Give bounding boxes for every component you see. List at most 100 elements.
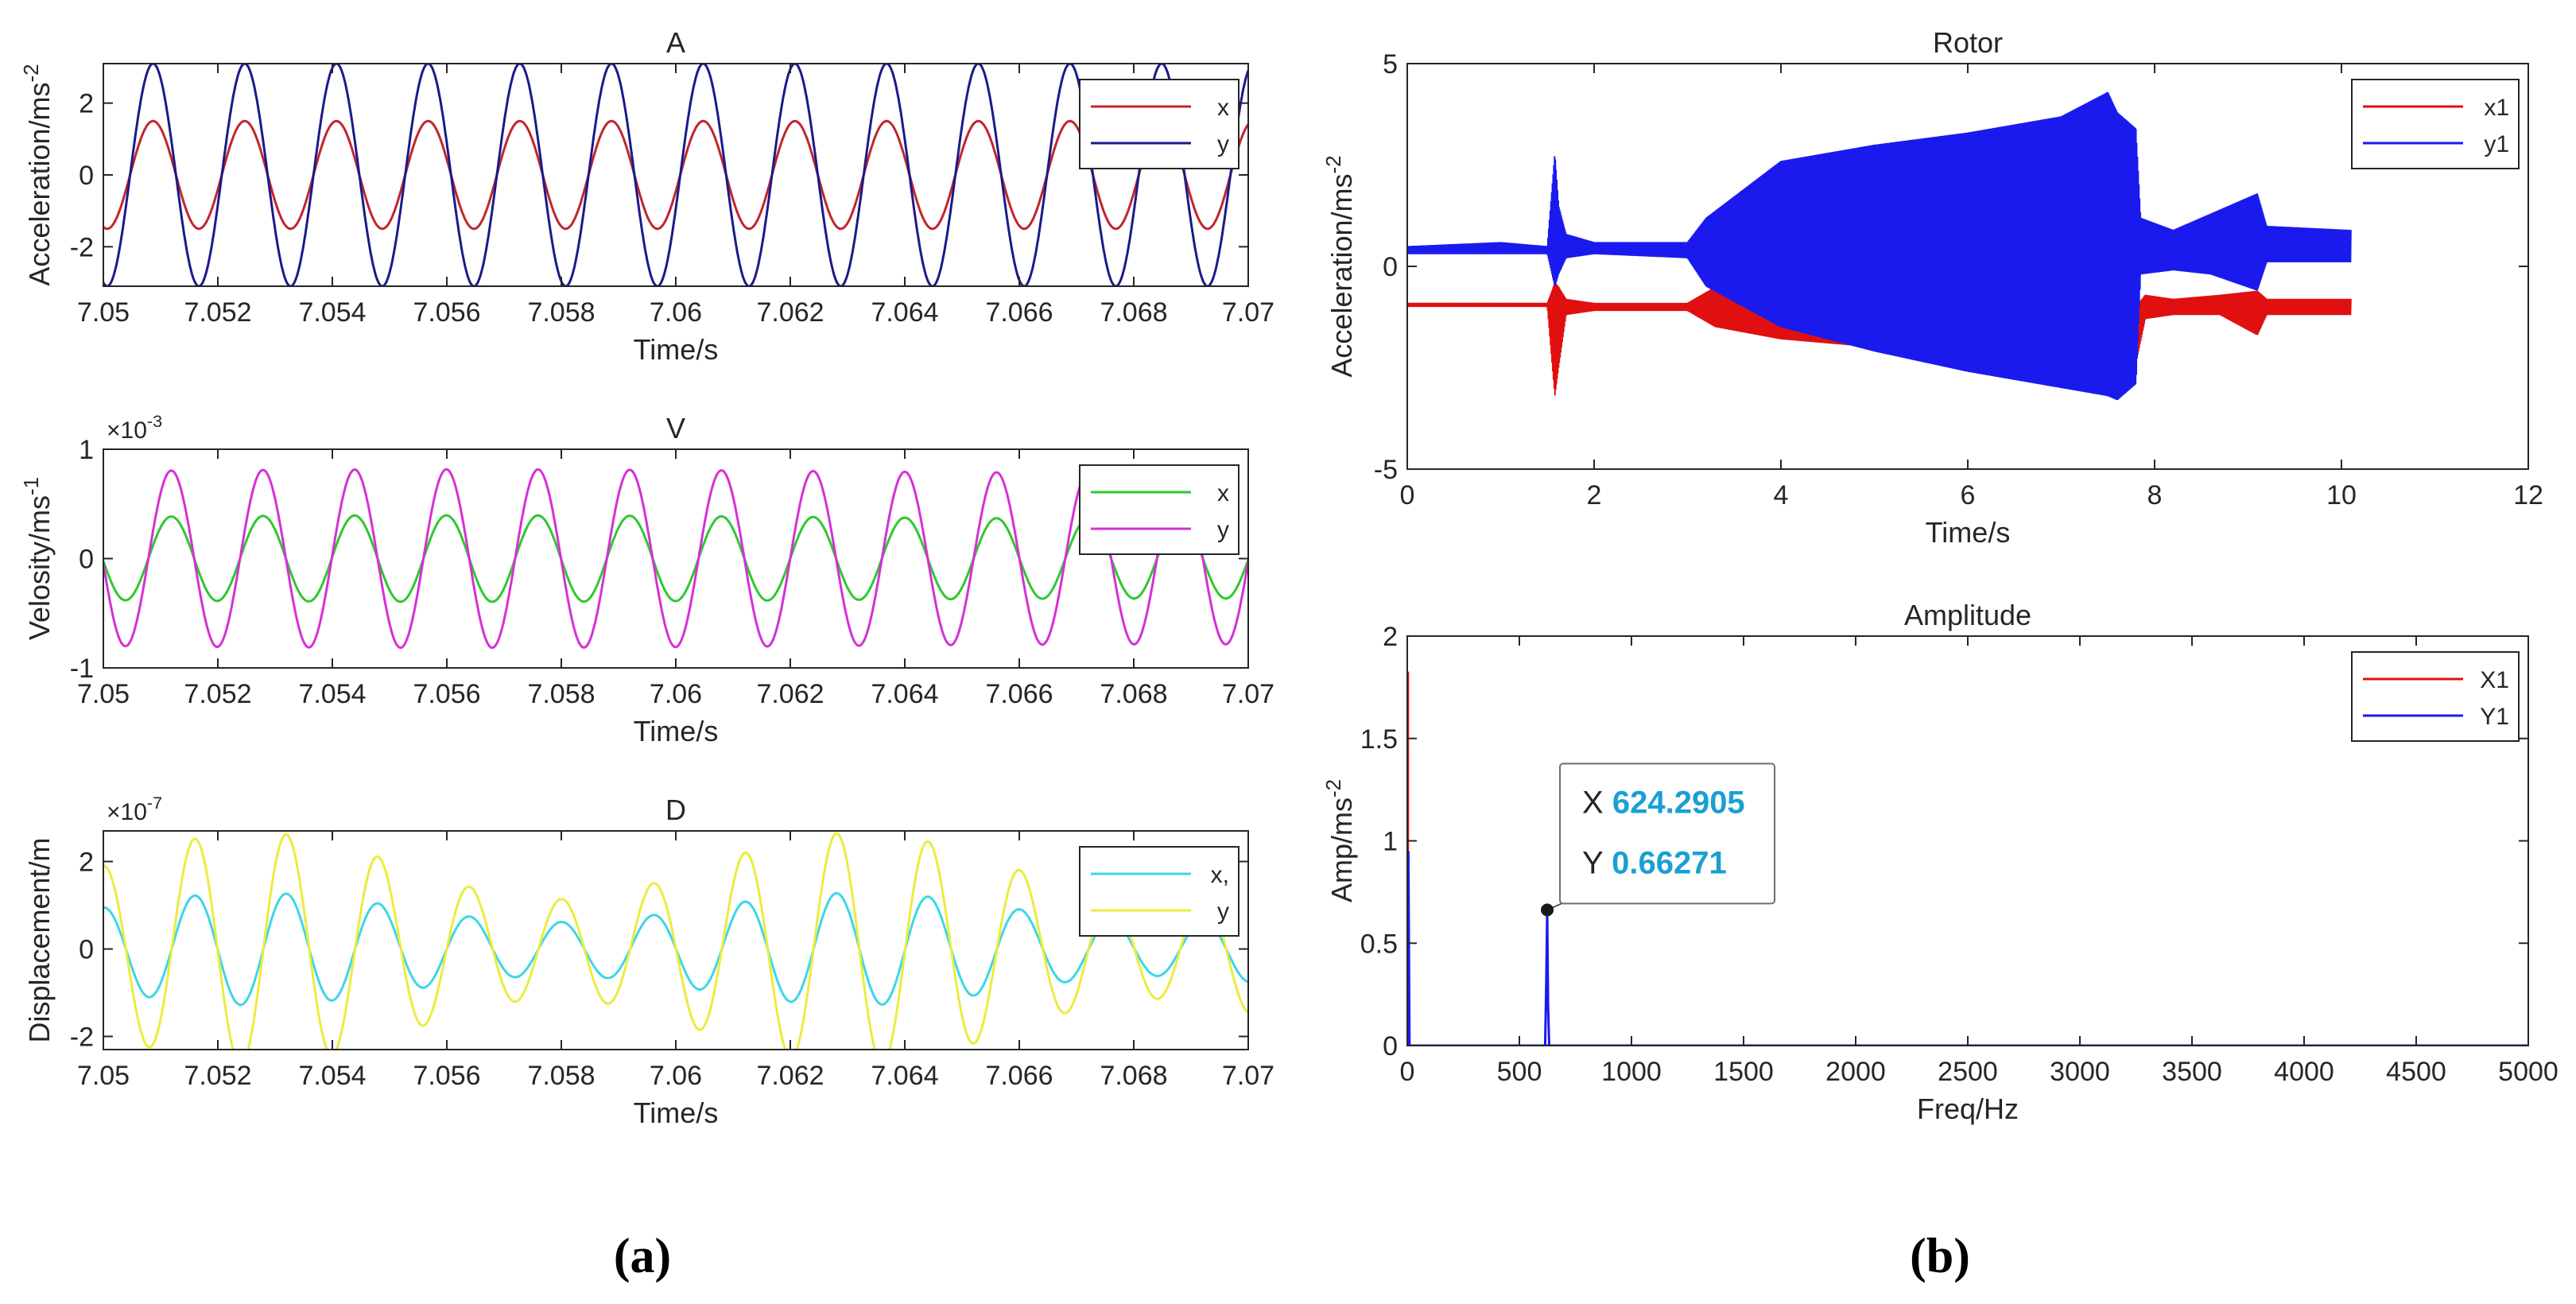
x-tick-label: 7.068 — [1100, 1061, 1167, 1091]
x-tick-label: 3000 — [2050, 1057, 2110, 1087]
x-tick-label: 7.064 — [871, 297, 938, 328]
legend-box — [1079, 464, 1240, 555]
y-tick-label: 0 — [79, 161, 94, 191]
x-axis-label: Time/s — [634, 333, 719, 366]
series-line-y — [103, 64, 1248, 286]
legend: x, y — [1079, 846, 1240, 937]
x-tick-label: 7.068 — [1100, 297, 1167, 328]
legend-label: Y1 — [2480, 704, 2509, 730]
caption-b: (b) — [1910, 1229, 1970, 1283]
series-line-x — [103, 119, 1248, 231]
legend-label: x, — [1211, 862, 1229, 888]
x-tick-label: 7.064 — [871, 1061, 938, 1091]
legend-box — [2351, 79, 2520, 169]
series-group — [103, 832, 1248, 1050]
x-tick-label: 7.066 — [985, 679, 1053, 709]
y-exponent-label: ×10-3 — [107, 411, 162, 444]
caption-a: (a) — [614, 1229, 671, 1283]
x-tick-label: 0 — [1400, 480, 1415, 510]
x-tick-label: 8 — [2147, 480, 2163, 510]
y-tick-label: 1 — [1383, 827, 1398, 857]
x-tick-label: 7.062 — [756, 1061, 824, 1091]
plot-area — [103, 831, 1248, 1050]
legend-label: x — [1217, 95, 1229, 121]
x-tick-label: 500 — [1497, 1057, 1542, 1087]
x-tick-label: 7.056 — [413, 297, 480, 328]
x-tick-label: 7.058 — [527, 1061, 595, 1091]
chart-title: Amplitude — [1904, 599, 2031, 631]
y-axis-label: Acceleration/ms-2 — [21, 64, 56, 285]
legend-box — [1079, 846, 1240, 937]
series-line-x — [103, 514, 1248, 603]
x-tick-label: 7.07 — [1222, 679, 1274, 709]
y-axis-label: Acceleration/ms-2 — [1323, 155, 1358, 377]
x-tick-label: 4500 — [2386, 1057, 2446, 1087]
y-tick-label: 0 — [79, 545, 94, 575]
y-tick-label: 1.5 — [1360, 724, 1398, 755]
datatip: X 624.2905 Y 0.66271 — [1541, 763, 1776, 917]
legend-label: x1 — [2484, 95, 2509, 121]
x-tick-label: 7.058 — [527, 679, 595, 709]
x-tick-label: 7.052 — [184, 1061, 251, 1091]
plot-area — [103, 64, 1248, 286]
legend: xy — [1079, 79, 1240, 169]
chart-a: 7.05 7.052 7.054 7.056 7.058 7.06 7.062 7.064 7.… — [21, 26, 1274, 366]
x-tick-label: 7.06 — [650, 297, 702, 328]
series-line-y — [103, 832, 1248, 1050]
x-tick-label: 7.056 — [413, 1061, 480, 1091]
y-tick-label: 0 — [1383, 1031, 1398, 1061]
x-tick-label: 0 — [1400, 1057, 1415, 1087]
plot-area — [103, 449, 1248, 668]
x-tick-label: 5000 — [2498, 1057, 2559, 1087]
legend-label: X1 — [2480, 667, 2509, 693]
chart-v: 7.05 7.052 7.054 7.056 7.058 7.06 7.062 7.064 7.… — [21, 411, 1274, 747]
legend-label: y — [1217, 898, 1229, 925]
x-tick-label: 7.056 — [413, 679, 480, 709]
legend-label: x — [1217, 480, 1229, 506]
y-tick-label: 5 — [1383, 49, 1398, 80]
x-tick-label: 6 — [1961, 480, 1976, 510]
y-tick-label: 2 — [79, 89, 94, 119]
series-line-y — [103, 468, 1248, 650]
x-tick-label: 7.066 — [985, 297, 1053, 328]
x-tick-label: 1000 — [1601, 1057, 1662, 1087]
y-tick-label: -2 — [70, 232, 94, 262]
chart-title: V — [666, 412, 685, 444]
x-tick-label: 7.054 — [298, 297, 366, 328]
x-tick-label: 7.06 — [650, 1061, 702, 1091]
x-tick-label: 3500 — [2162, 1057, 2222, 1087]
chart-amplitude: 0 500 1000 1500 2000 2500 3000 3500 4000 4500 5000… — [1323, 599, 2559, 1125]
x-axis-label: Time/s — [634, 1096, 719, 1129]
y-tick-label: 0.5 — [1360, 929, 1398, 959]
x-tick-label: 7.06 — [650, 679, 702, 709]
chart-rotor: 0 2 4 6 8 10 12-505RotorTime/sAcceleration/ms-… — [1323, 26, 2543, 549]
datatip-y-row: Y 0.66271 — [1582, 845, 1727, 880]
y-axis-label: Displacement/m — [23, 837, 56, 1042]
x-tick-label: 7.066 — [985, 1061, 1053, 1091]
legend-label: y1 — [2484, 131, 2509, 157]
x-tick-label: 7.05 — [77, 679, 130, 709]
y-tick-label: -2 — [70, 1023, 94, 1053]
series-line-y1 — [1407, 851, 2528, 1046]
chart-d: 7.05 7.052 7.054 7.056 7.058 7.06 7.062 7.064 7.… — [23, 793, 1274, 1129]
x-axis-label: Time/s — [1926, 516, 2011, 549]
x-tick-label: 7.07 — [1222, 297, 1274, 328]
y-tick-label: 2 — [1383, 622, 1398, 652]
legend-label: y — [1217, 517, 1229, 543]
x-tick-label: 7.054 — [298, 1061, 366, 1091]
datatip-x-row: X 624.2905 — [1582, 785, 1745, 820]
series-group — [1407, 91, 2352, 401]
x-tick-label: 2 — [1587, 480, 1602, 510]
x-axis-label: Time/s — [634, 715, 719, 747]
x-tick-label: 7.05 — [77, 297, 130, 328]
x-tick-label: 7.062 — [756, 297, 824, 328]
legend: xy — [1079, 464, 1240, 555]
y-tick-label: 0 — [1383, 252, 1398, 282]
y-axis-label: Amp/ms-2 — [1323, 779, 1358, 902]
y-tick-label: 2 — [79, 848, 94, 878]
x-tick-label: 10 — [2326, 480, 2357, 510]
series-group — [103, 64, 1248, 286]
y-tick-label: -1 — [70, 654, 94, 684]
